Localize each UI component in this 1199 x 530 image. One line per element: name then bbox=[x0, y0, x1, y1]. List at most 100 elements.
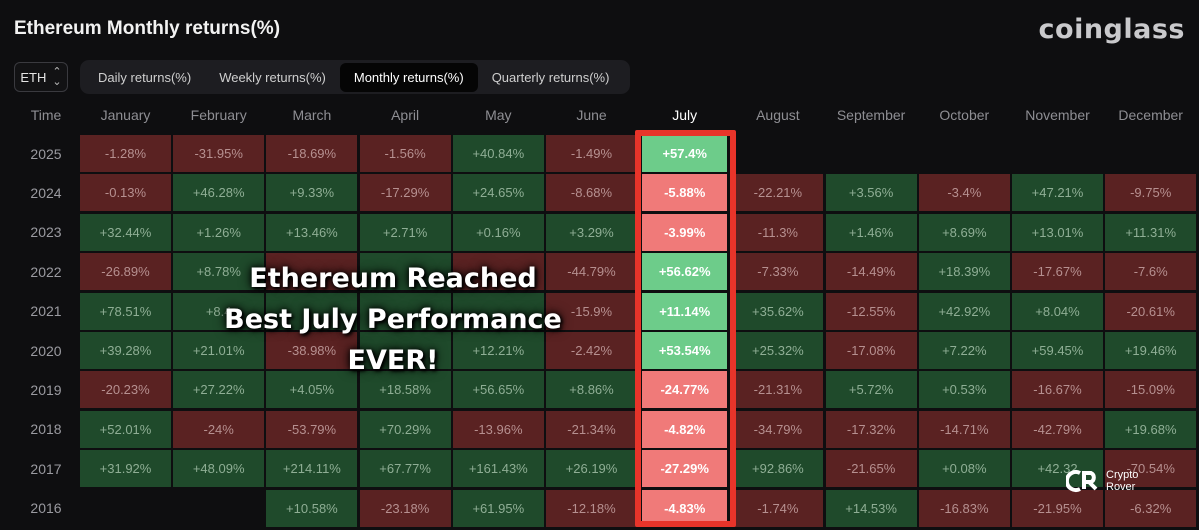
tab-weekly-returns[interactable]: Weekly returns(%) bbox=[219, 69, 326, 85]
july-return-cell: +53.54% bbox=[642, 332, 728, 369]
july-return-cell: -24.77% bbox=[642, 371, 728, 409]
return-cell: +24.65% bbox=[452, 174, 544, 212]
return-cell: -31.95% bbox=[173, 135, 265, 172]
return-cell: -17.32% bbox=[825, 410, 917, 448]
return-cell: -20.61% bbox=[1105, 292, 1197, 330]
return-cell: -42.79% bbox=[1012, 410, 1103, 448]
july-return-cell: -4.82% bbox=[642, 410, 728, 448]
return-cell: +25.32% bbox=[732, 332, 824, 369]
month-header: June bbox=[576, 107, 607, 123]
return-cell: +7.22% bbox=[918, 332, 1010, 369]
return-cell: +18.39% bbox=[918, 253, 1010, 291]
return-cell: -53.79% bbox=[266, 410, 358, 448]
year-label: 2023 bbox=[30, 224, 62, 241]
return-cell: +1.46% bbox=[825, 213, 917, 251]
july-return-cell: +11.14% bbox=[642, 292, 728, 330]
return-cell: +39.28% bbox=[80, 332, 171, 369]
return-cell: +42.92% bbox=[918, 292, 1010, 330]
return-cell: +19.46% bbox=[1105, 332, 1197, 369]
return-cell: +8.69% bbox=[918, 213, 1010, 251]
return-cell: -26.89% bbox=[80, 253, 171, 291]
july-return-cell: -27.29% bbox=[642, 450, 728, 488]
return-cell: -24% bbox=[173, 410, 265, 448]
return-cell: +4.05% bbox=[266, 371, 358, 409]
return-cell: -15.09% bbox=[1105, 371, 1197, 409]
return-cell: -21.31% bbox=[732, 371, 824, 409]
headline-line-2: Best July Performance bbox=[224, 304, 562, 335]
return-cell: -1.28% bbox=[80, 135, 171, 172]
return-cell: +161.43% bbox=[452, 450, 544, 488]
return-cell: +8.78% bbox=[173, 253, 265, 291]
return-cell: +52.01% bbox=[80, 410, 171, 448]
returns-period-tabs: Daily returns(%) Weekly returns(%) Month… bbox=[80, 60, 630, 94]
return-cell: -21.34% bbox=[546, 410, 637, 448]
return-cell: +59.45% bbox=[1012, 332, 1103, 369]
headline-line-1: Ethereum Reached bbox=[249, 263, 537, 294]
month-header: January bbox=[100, 107, 151, 123]
month-header: March bbox=[292, 107, 332, 123]
return-cell: +13.46% bbox=[266, 213, 358, 251]
return-cell: -17.67% bbox=[1012, 253, 1103, 291]
return-cell: +78.51% bbox=[80, 292, 171, 330]
return-cell: -21.65% bbox=[825, 450, 917, 488]
july-return-cell: +56.62% bbox=[642, 253, 728, 291]
return-cell: -2.42% bbox=[546, 332, 637, 369]
tab-quarterly-returns[interactable]: Quarterly returns(%) bbox=[491, 69, 610, 85]
return-cell: +8.4 bbox=[173, 292, 265, 330]
tab-daily-returns[interactable]: Daily returns(%) bbox=[98, 69, 192, 85]
month-header: October bbox=[939, 107, 990, 123]
return-cell: -38.98% bbox=[266, 332, 358, 369]
return-cell: +10.58% bbox=[266, 489, 358, 527]
july-return-cell: -5.88% bbox=[642, 174, 728, 212]
return-cell: -1.74% bbox=[732, 489, 824, 527]
return-cell: -23.18% bbox=[359, 489, 451, 527]
asset-select[interactable]: ETH ⌃ ⌄ bbox=[14, 62, 68, 92]
month-header: December bbox=[1118, 107, 1183, 123]
return-cell: -1.56% bbox=[359, 135, 451, 172]
return-cell: +27.22% bbox=[173, 371, 265, 409]
return-cell: +35.62% bbox=[732, 292, 824, 330]
year-label: 2021 bbox=[30, 303, 62, 320]
return-cell: +12.21% bbox=[452, 332, 544, 369]
july-return-cell: -4.83% bbox=[642, 489, 728, 527]
return-cell: +92.86% bbox=[732, 450, 824, 488]
return-cell: +1.26% bbox=[173, 213, 265, 251]
return-cell: +8.86% bbox=[546, 371, 637, 409]
return-cell: -7.33% bbox=[732, 253, 824, 291]
return-cell: +0.53% bbox=[918, 371, 1010, 409]
return-cell: -17.08% bbox=[825, 332, 917, 369]
month-header: July bbox=[672, 107, 698, 123]
return-cell: +21.01% bbox=[173, 332, 265, 369]
return-cell: +8.04% bbox=[1012, 292, 1103, 330]
return-cell: +46.28% bbox=[173, 174, 265, 212]
return-cell: +0.16% bbox=[452, 213, 544, 251]
return-cell: -14.71% bbox=[918, 410, 1010, 448]
watermark-line-1: Crypto bbox=[1106, 469, 1139, 481]
year-label: 2018 bbox=[30, 421, 62, 438]
year-label: 2019 bbox=[30, 381, 62, 398]
return-cell: +0.08% bbox=[918, 450, 1010, 488]
return-cell: -12.55% bbox=[825, 292, 917, 330]
return-cell: -1.49% bbox=[546, 135, 637, 172]
return-cell: -18.69% bbox=[266, 135, 358, 172]
tab-monthly-returns[interactable]: Monthly returns(%) bbox=[339, 62, 478, 92]
return-cell: -3.4% bbox=[918, 174, 1010, 212]
return-cell: -7.6% bbox=[1105, 253, 1197, 291]
july-return-cell: +57.4% bbox=[642, 135, 728, 172]
return-cell: +61.95% bbox=[452, 489, 544, 527]
month-header: August bbox=[756, 107, 800, 123]
return-cell bbox=[359, 253, 451, 291]
return-cell: +40.84% bbox=[452, 135, 544, 172]
year-label: 2017 bbox=[30, 460, 62, 477]
return-cell bbox=[359, 332, 451, 369]
year-label: 2016 bbox=[30, 500, 62, 517]
headline-overlay: Ethereum Reached Best July Performance E… bbox=[178, 258, 608, 381]
return-cell: -13.96% bbox=[452, 410, 544, 448]
return-cell: -9.75% bbox=[1105, 174, 1197, 212]
return-cell: -11.3% bbox=[732, 213, 824, 251]
return-cell: +67.77% bbox=[359, 450, 451, 488]
chevron-up-down-icon: ⌃ ⌄ bbox=[52, 66, 62, 88]
return-cell: -17.29% bbox=[359, 174, 451, 212]
asset-select-value: ETH bbox=[20, 69, 47, 85]
